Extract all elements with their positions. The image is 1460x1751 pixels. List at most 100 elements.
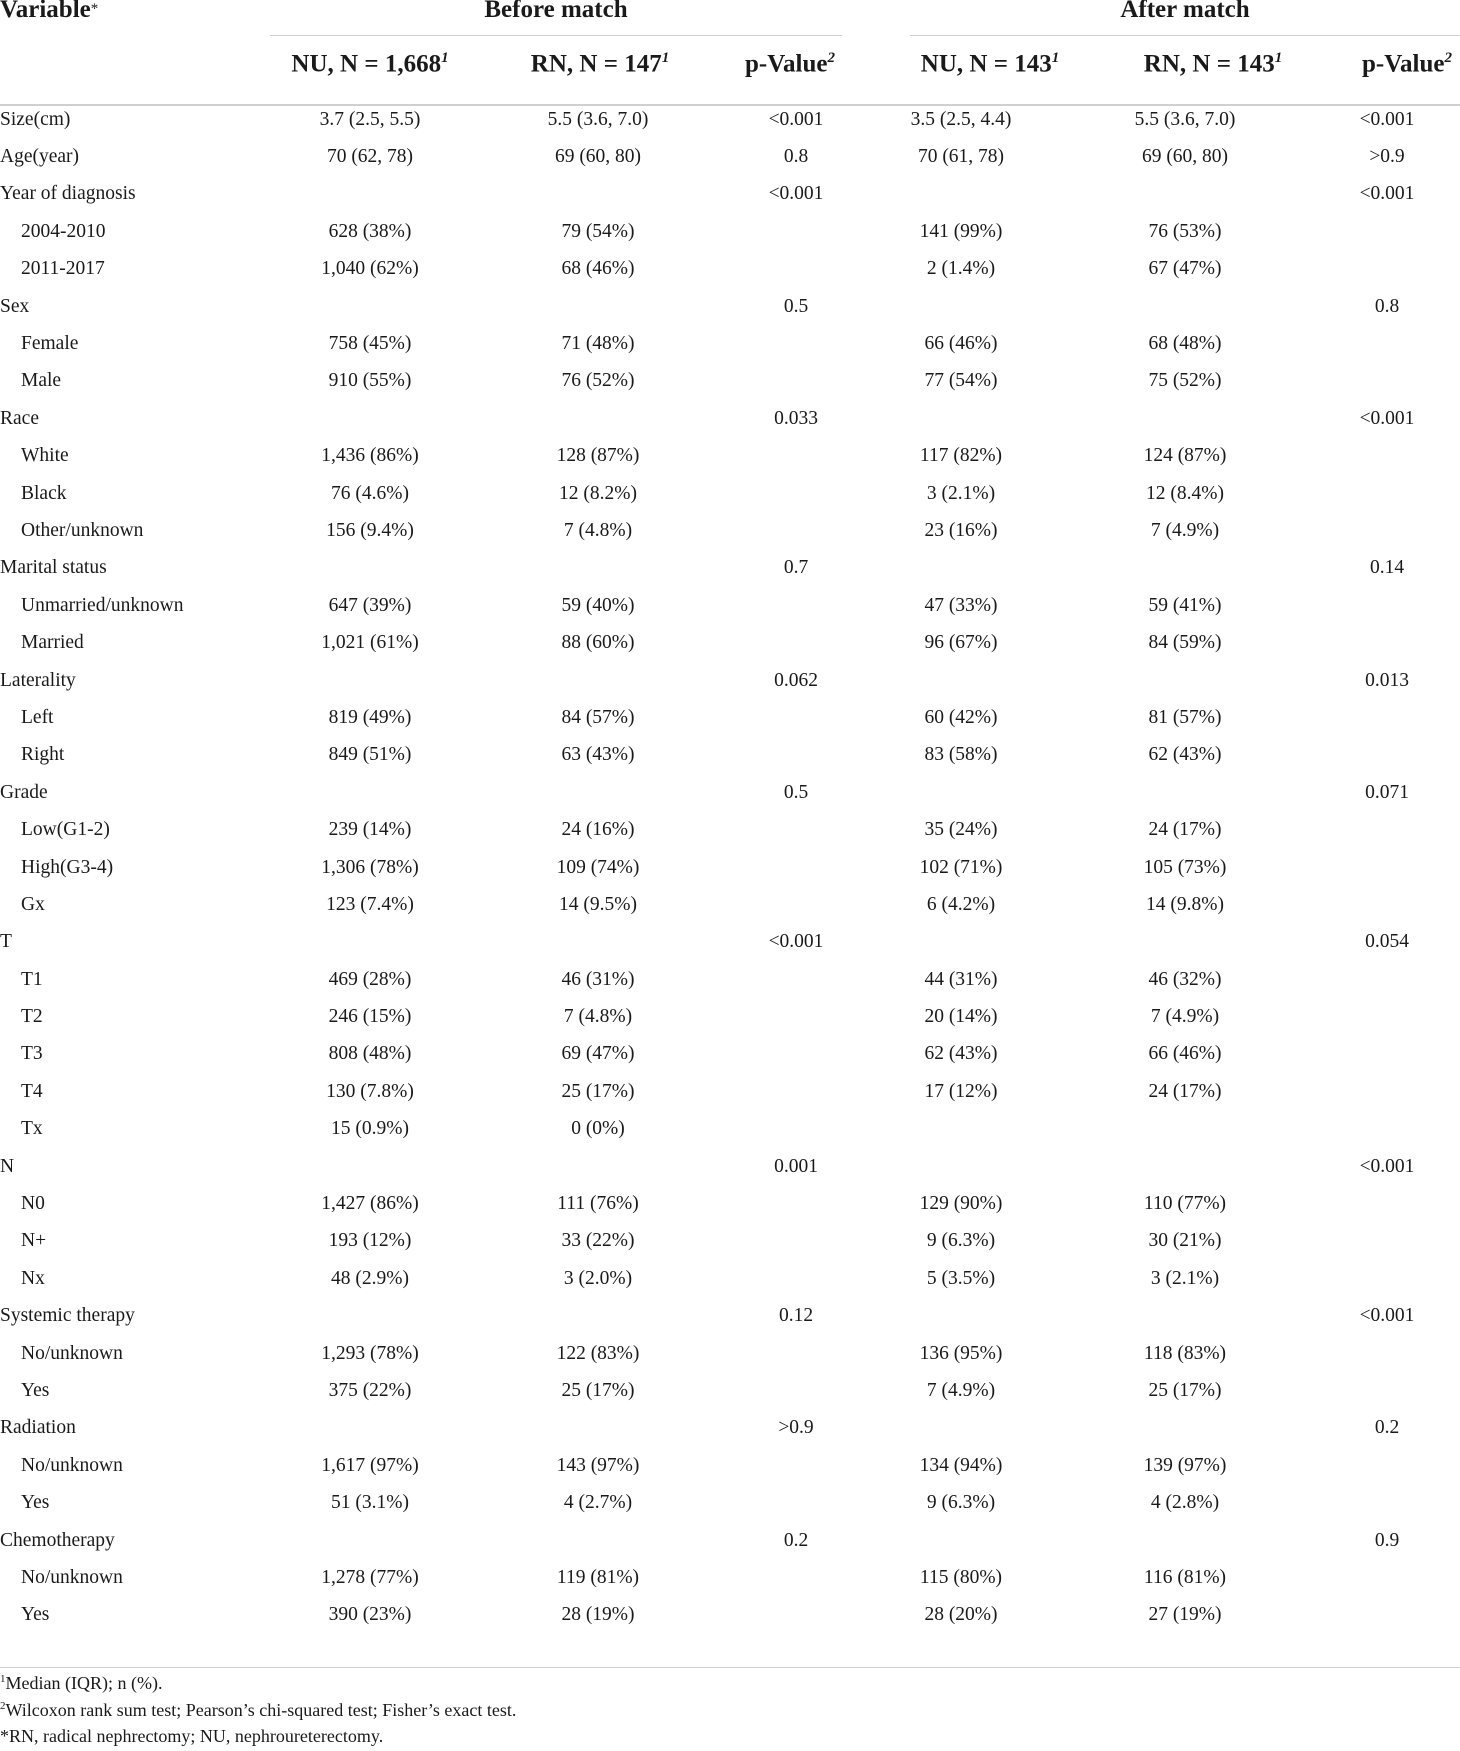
cell-rn-before: 69 (47%) bbox=[561, 1043, 635, 1065]
row-label: No/unknown bbox=[21, 1566, 123, 1588]
cell-rn-after: 110 (77%) bbox=[1143, 1193, 1227, 1215]
table-row: Size(cm) 3.7 (2.5, 5.5) 5.5 (3.6, 7.0) <0.0… bbox=[0, 101, 1460, 138]
table-row: T <0.001 0.054 bbox=[0, 924, 1460, 961]
cell-pvalue-after bbox=[1314, 1185, 1460, 1222]
table-row: Systemic therapy 0.12 <0.001 bbox=[0, 1298, 1460, 1335]
cell-pvalue-after: <0.001 bbox=[1359, 1155, 1415, 1177]
cell-pvalue-after bbox=[1314, 1036, 1460, 1073]
cell-rn-before: 68 (46%) bbox=[561, 258, 635, 280]
cell-nu-after: 60 (42%) bbox=[924, 706, 998, 728]
cell-rn-before: 7 (4.8%) bbox=[563, 519, 633, 541]
cell-rn-before bbox=[470, 550, 726, 587]
cell-pvalue-after bbox=[1314, 1484, 1460, 1521]
cell-pvalue-before bbox=[726, 213, 866, 250]
row-label: Tx bbox=[21, 1118, 43, 1140]
cell-rn-after: 7 (4.9%) bbox=[1150, 519, 1220, 541]
cell-rn-after: 12 (8.4%) bbox=[1146, 482, 1224, 504]
column-header-label: NU, N = 143 bbox=[920, 50, 1052, 78]
table-row: 2004-2010 628 (38%) 79 (54%) 141 (99%) 76 (5… bbox=[0, 213, 1460, 250]
table-row: Tx 15 (0.9%) 0 (0%) bbox=[0, 1111, 1460, 1148]
cell-nu-before: 1,436 (86%) bbox=[321, 445, 419, 467]
row-label: Size(cm) bbox=[0, 108, 71, 130]
cell-rn-after: 124 (87%) bbox=[1143, 445, 1227, 467]
cell-rn-after bbox=[1056, 1410, 1314, 1447]
cell-pvalue-before bbox=[726, 624, 866, 661]
variable-header-label: Variable bbox=[0, 0, 91, 23]
cell-pvalue-before: 0.033 bbox=[774, 407, 818, 429]
cell-rn-before bbox=[470, 1410, 726, 1447]
cell-nu-before: 193 (12%) bbox=[328, 1230, 412, 1252]
cell-nu-after: 136 (95%) bbox=[919, 1342, 1003, 1364]
cell-rn-before: 111 (76%) bbox=[557, 1193, 639, 1215]
cell-pvalue-before bbox=[726, 587, 866, 624]
cell-pvalue-before bbox=[726, 1335, 866, 1372]
cell-nu-after: 70 (61, 78) bbox=[917, 146, 1005, 168]
row-label: Other/unknown bbox=[21, 519, 144, 541]
cell-pvalue-before bbox=[726, 1484, 866, 1521]
cell-rn-before: 109 (74%) bbox=[556, 856, 640, 878]
table-row: High(G3-4) 1,306 (78%) 109 (74%) 102 (71%) 1… bbox=[0, 849, 1460, 886]
cell-rn-before bbox=[470, 400, 726, 437]
cell-nu-after: 129 (90%) bbox=[919, 1193, 1003, 1215]
cell-rn-before bbox=[470, 662, 726, 699]
cell-nu-after: 3.5 (2.5, 4.4) bbox=[910, 108, 1012, 130]
table-row: Other/unknown 156 (9.4%) 7 (4.8%) 23 (16%) 7… bbox=[0, 512, 1460, 549]
cell-pvalue-before bbox=[726, 1597, 866, 1634]
table-row: Marital status 0.7 0.14 bbox=[0, 550, 1460, 587]
cell-pvalue-before bbox=[726, 1185, 866, 1222]
cell-rn-after bbox=[1056, 1522, 1314, 1559]
row-label: Systemic therapy bbox=[0, 1305, 135, 1327]
row-label: N0 bbox=[21, 1193, 45, 1215]
cell-rn-after: 4 (2.8%) bbox=[1150, 1492, 1220, 1514]
cell-nu-after: 44 (31%) bbox=[924, 968, 998, 990]
cell-nu-before bbox=[270, 1522, 470, 1559]
cell-rn-before: 33 (22%) bbox=[561, 1230, 635, 1252]
cell-pvalue-after bbox=[1314, 849, 1460, 886]
cell-nu-before: 375 (22%) bbox=[328, 1379, 412, 1401]
cell-rn-after: 30 (21%) bbox=[1148, 1230, 1222, 1252]
group-rule-after bbox=[910, 35, 1460, 36]
cell-nu-before bbox=[270, 288, 470, 325]
cell-pvalue-after bbox=[1314, 1559, 1460, 1596]
cell-nu-after: 96 (67%) bbox=[924, 632, 998, 654]
cell-rn-after bbox=[1056, 288, 1314, 325]
cell-rn-after: 116 (81%) bbox=[1143, 1566, 1227, 1588]
cell-pvalue-before bbox=[726, 1111, 866, 1148]
cell-rn-after bbox=[1056, 176, 1314, 213]
group-header-before: Before match bbox=[484, 0, 628, 23]
cell-rn-after: 3 (2.1%) bbox=[1150, 1267, 1220, 1289]
row-label: Low(G1-2) bbox=[21, 819, 110, 841]
cell-rn-after: 27 (19%) bbox=[1148, 1604, 1222, 1626]
table-row: Unmarried/unknown 647 (39%) 59 (40%) 47 (33… bbox=[0, 587, 1460, 624]
cell-nu-before: 246 (15%) bbox=[328, 1006, 412, 1028]
cell-nu-before: 1,427 (86%) bbox=[321, 1193, 419, 1215]
cell-rn-after bbox=[1056, 550, 1314, 587]
cell-pvalue-before bbox=[726, 438, 866, 475]
cell-rn-after bbox=[1056, 924, 1314, 961]
row-label: N+ bbox=[21, 1230, 47, 1252]
table-row: White 1,436 (86%) 128 (87%) 117 (82%) 124 (8… bbox=[0, 438, 1460, 475]
cell-rn-after: 84 (59%) bbox=[1148, 632, 1222, 654]
cell-pvalue-after bbox=[1314, 1260, 1460, 1297]
cell-nu-after bbox=[866, 288, 1056, 325]
table-row: T4 130 (7.8%) 25 (17%) 17 (12%) 24 (17%) bbox=[0, 1073, 1460, 1110]
cell-rn-before: 0 (0%) bbox=[571, 1118, 625, 1140]
cell-pvalue-before bbox=[726, 363, 866, 400]
cell-rn-before: 128 (87%) bbox=[556, 445, 640, 467]
cell-nu-before: 1,278 (77%) bbox=[321, 1566, 419, 1588]
column-header-sup: 1 bbox=[441, 50, 449, 66]
cell-nu-after: 3 (2.1%) bbox=[926, 482, 996, 504]
cell-nu-before bbox=[270, 662, 470, 699]
cell-pvalue-before bbox=[726, 325, 866, 362]
cell-nu-after: 2 (1.4%) bbox=[926, 258, 996, 280]
cell-pvalue-after bbox=[1314, 475, 1460, 512]
variable-header: Variable* bbox=[0, 0, 98, 24]
cell-pvalue-after bbox=[1314, 1597, 1460, 1634]
column-header-label: NU, N = 1,668 bbox=[291, 50, 442, 78]
cell-pvalue-after bbox=[1314, 624, 1460, 661]
cell-rn-before: 143 (97%) bbox=[556, 1454, 640, 1476]
cell-rn-before: 25 (17%) bbox=[561, 1379, 635, 1401]
row-label: N bbox=[0, 1155, 15, 1177]
cell-nu-before bbox=[270, 924, 470, 961]
cell-rn-after: 118 (83%) bbox=[1143, 1342, 1227, 1364]
